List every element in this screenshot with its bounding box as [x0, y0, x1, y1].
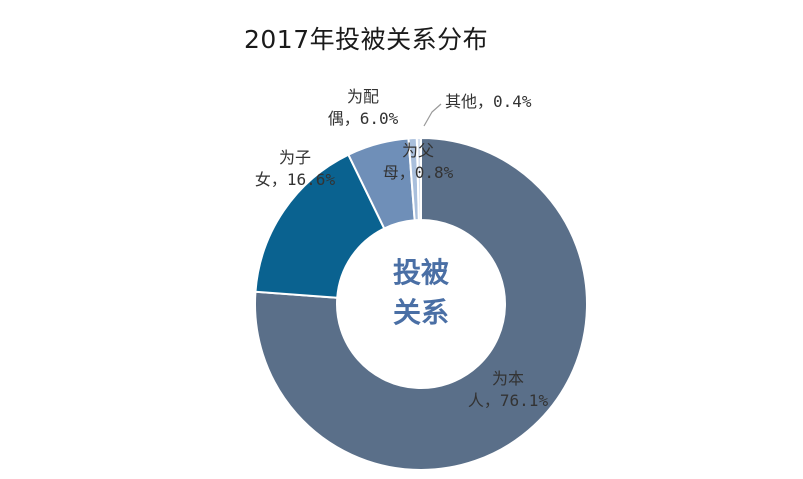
slices-group [254, 136, 588, 471]
slice-label-line: 偶，6.0% [328, 109, 399, 128]
slice-label-line: 为配 [347, 87, 379, 106]
slice-labels-group: 为本人，76.1%为子女，16.6%为配偶，6.0%为父母，0.8%其他，0.4… [255, 87, 549, 410]
slice-label-line: 为本 [492, 369, 524, 388]
slice-label-4: 其他，0.4% [445, 92, 532, 111]
slice-label-line: 为父 [402, 141, 434, 160]
slice-label-line: 女，16.6% [255, 170, 336, 189]
chart-title: 2017年投被关系分布 [244, 25, 489, 54]
slice-label-2: 为配偶，6.0% [328, 87, 399, 128]
other-leader-line [423, 103, 442, 127]
slice-label-line: 人，76.1% [468, 391, 549, 410]
slice-label-0: 为本人，76.1% [468, 369, 549, 410]
pie-slice-4 [415, 136, 422, 222]
leader-lines-group [423, 103, 442, 127]
slice-label-1: 为子女，16.6% [255, 148, 336, 189]
pie-slice-0 [254, 136, 588, 471]
slice-label-line: 为子 [279, 148, 311, 167]
slice-label-line: 母，0.8% [383, 163, 454, 182]
pie-slice-1 [254, 153, 386, 299]
center-label-line: 投被 [393, 256, 449, 289]
slice-label-3: 为父母，0.8% [383, 141, 454, 182]
center-label-group: 投被关系 [393, 256, 449, 329]
slice-label-line: 其他，0.4% [445, 92, 532, 111]
center-label-line: 关系 [393, 296, 449, 329]
